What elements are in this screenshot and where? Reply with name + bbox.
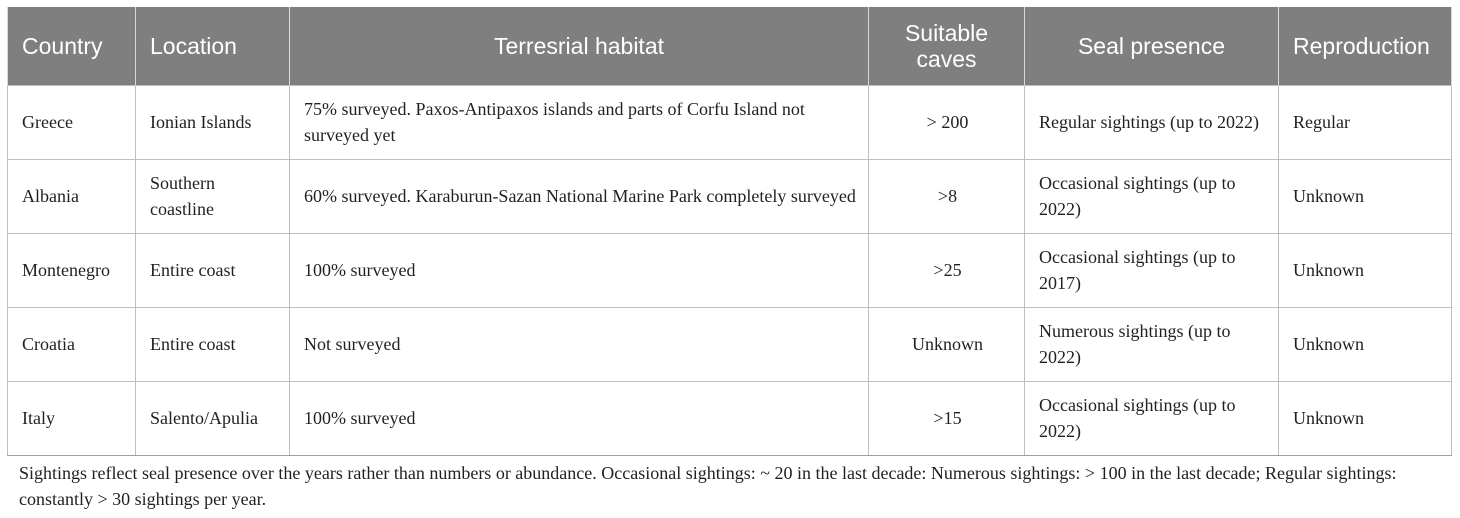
cell-country: Italy bbox=[7, 380, 136, 456]
cell-seal-presence: Occasional sightings (up to 2022) bbox=[1024, 158, 1279, 234]
cell-location: Southern coastline bbox=[135, 158, 290, 234]
cell-suitable-caves: >15 bbox=[868, 380, 1025, 456]
cell-location: Ionian Islands bbox=[135, 84, 290, 160]
column-header-suitable-caves: Suitable caves bbox=[868, 7, 1025, 85]
table-row: Albania Southern coastline 60% surveyed.… bbox=[7, 158, 1452, 234]
cell-terrestrial-habitat: 100% surveyed bbox=[289, 232, 869, 308]
cell-terrestrial-habitat: 100% surveyed bbox=[289, 380, 869, 456]
table-row: Italy Salento/Apulia 100% surveyed >15 O… bbox=[7, 380, 1452, 456]
column-header-seal-presence: Seal presence bbox=[1024, 7, 1279, 85]
cell-terrestrial-habitat: 60% surveyed. Karaburun-Sazan National M… bbox=[289, 158, 869, 234]
seal-habitat-table: Country Location Terresrial habitat Suit… bbox=[7, 7, 1452, 456]
cell-terrestrial-habitat: Not surveyed bbox=[289, 306, 869, 382]
cell-reproduction: Regular bbox=[1278, 84, 1452, 160]
table-footnote: Sightings reflect seal presence over the… bbox=[19, 463, 1397, 509]
cell-country: Greece bbox=[7, 84, 136, 160]
data-table-container: Country Location Terresrial habitat Suit… bbox=[7, 7, 1452, 456]
cell-suitable-caves: Unknown bbox=[868, 306, 1025, 382]
cell-reproduction: Unknown bbox=[1278, 232, 1452, 308]
cell-location: Salento/Apulia bbox=[135, 380, 290, 456]
cell-country: Montenegro bbox=[7, 232, 136, 308]
cell-seal-presence: Occasional sightings (up to 2022) bbox=[1024, 380, 1279, 456]
cell-seal-presence: Regular sightings (up to 2022) bbox=[1024, 84, 1279, 160]
column-header-terrestrial-habitat: Terresrial habitat bbox=[289, 7, 869, 85]
cell-location: Entire coast bbox=[135, 306, 290, 382]
cell-reproduction: Unknown bbox=[1278, 380, 1452, 456]
cell-suitable-caves: >25 bbox=[868, 232, 1025, 308]
cell-reproduction: Unknown bbox=[1278, 158, 1452, 234]
column-header-location: Location bbox=[135, 7, 290, 85]
table-row: Montenegro Entire coast 100% surveyed >2… bbox=[7, 232, 1452, 308]
cell-suitable-caves: >8 bbox=[868, 158, 1025, 234]
cell-suitable-caves: > 200 bbox=[868, 84, 1025, 160]
column-header-reproduction: Reproduction bbox=[1278, 7, 1452, 85]
cell-seal-presence: Numerous sightings (up to 2022) bbox=[1024, 306, 1279, 382]
cell-country: Albania bbox=[7, 158, 136, 234]
cell-country: Croatia bbox=[7, 306, 136, 382]
cell-location: Entire coast bbox=[135, 232, 290, 308]
table-row: Croatia Entire coast Not surveyed Unknow… bbox=[7, 306, 1452, 382]
cell-seal-presence: Occasional sightings (up to 2017) bbox=[1024, 232, 1279, 308]
table-header-row: Country Location Terresrial habitat Suit… bbox=[7, 7, 1452, 85]
column-header-country: Country bbox=[7, 7, 136, 85]
table-row: Greece Ionian Islands 75% surveyed. Paxo… bbox=[7, 84, 1452, 160]
cell-reproduction: Unknown bbox=[1278, 306, 1452, 382]
cell-terrestrial-habitat: 75% surveyed. Paxos-Antipaxos islands an… bbox=[289, 84, 869, 160]
